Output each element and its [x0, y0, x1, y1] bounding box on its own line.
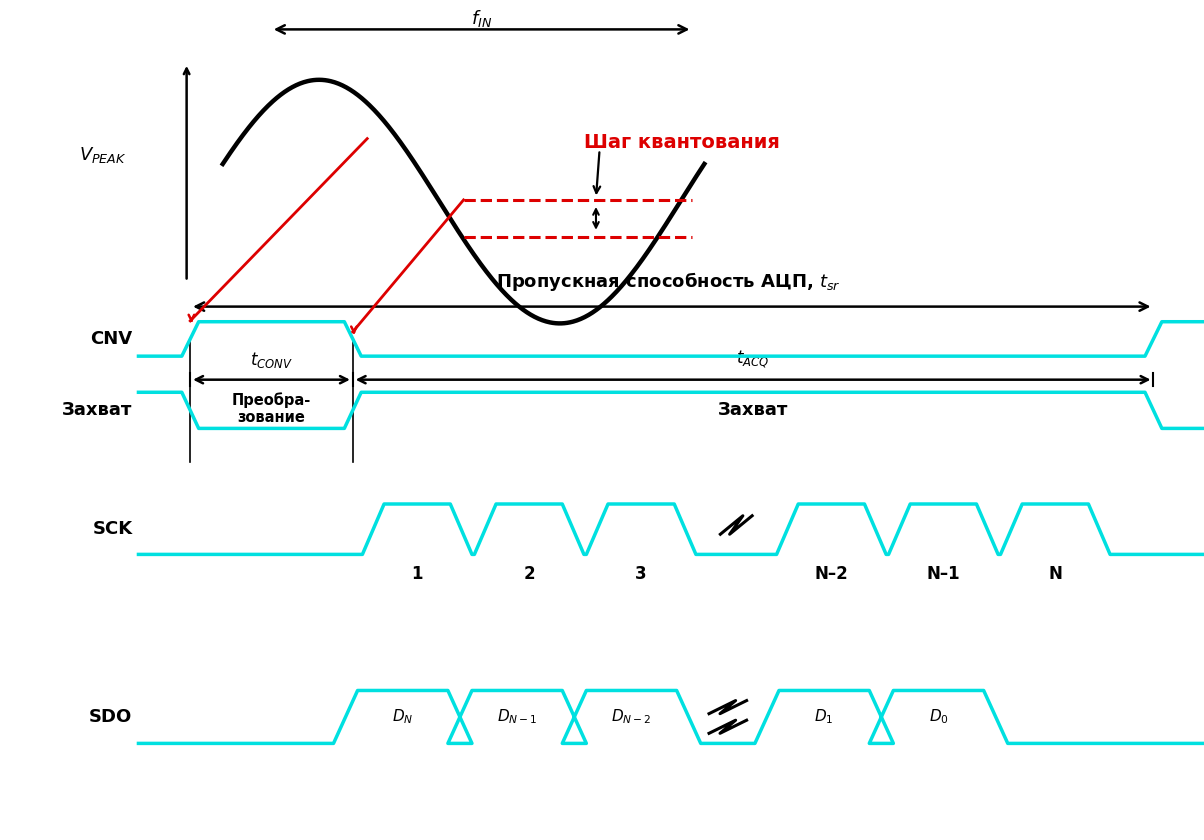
Text: $D_{N-1}$: $D_{N-1}$	[497, 707, 537, 727]
Text: 1: 1	[412, 565, 423, 583]
Text: $V_{PEAK}$: $V_{PEAK}$	[78, 145, 126, 165]
Text: Пропускная способность АЦП, $t_{sr}$: Пропускная способность АЦП, $t_{sr}$	[496, 270, 840, 293]
Text: Захват: Захват	[63, 402, 132, 419]
Text: N–1: N–1	[927, 565, 960, 583]
Text: N–2: N–2	[814, 565, 849, 583]
Text: N: N	[1049, 565, 1062, 583]
Text: Шаг квантования: Шаг квантования	[584, 134, 780, 152]
Text: $D_0$: $D_0$	[928, 707, 949, 727]
Text: CNV: CNV	[90, 330, 132, 348]
Text: $t_{ACQ}$: $t_{ACQ}$	[737, 348, 769, 370]
Text: $t_{CONV}$: $t_{CONV}$	[250, 349, 293, 370]
Text: $D_{N-2}$: $D_{N-2}$	[612, 707, 651, 727]
Text: 3: 3	[636, 565, 647, 583]
Text: $f_{IN}$: $f_{IN}$	[471, 8, 492, 29]
Text: SCK: SCK	[93, 520, 132, 538]
Text: $D_N$: $D_N$	[393, 707, 413, 727]
Text: 2: 2	[524, 565, 535, 583]
Text: Захват: Захват	[718, 402, 789, 419]
Text: SDO: SDO	[89, 708, 132, 726]
Text: $D_1$: $D_1$	[814, 707, 834, 727]
Text: Преобра-
зование: Преобра- зование	[232, 392, 311, 425]
